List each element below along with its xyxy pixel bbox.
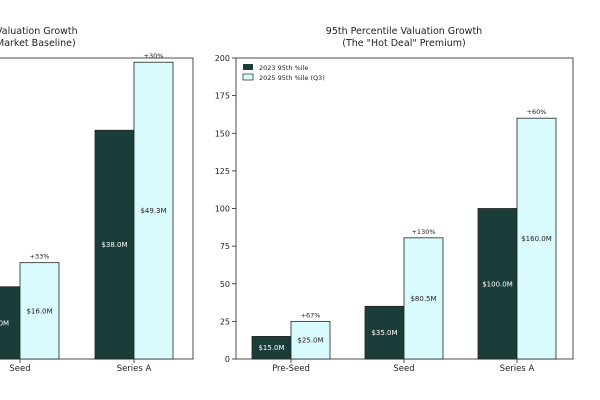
bar-2025 xyxy=(133,61,174,360)
bar-value-label: $49.3M xyxy=(140,207,166,215)
bar-value-label: $25.0M xyxy=(297,337,323,345)
right-chart: 95th Percentile Valuation Growth (The "H… xyxy=(215,26,574,374)
bar-value-label: $16.0M xyxy=(26,307,52,315)
growth-label: +130% xyxy=(411,228,435,236)
left-chart: Valuation Growth Market Baseline) Seed 2.… xyxy=(0,26,194,374)
bar-2025 xyxy=(403,237,444,360)
x-tick-label: Series A xyxy=(117,364,152,374)
y-tick-label: 175 xyxy=(215,92,230,101)
bar-2025 xyxy=(19,262,60,360)
y-tick-label: 50 xyxy=(220,280,230,289)
y-tick-label: 150 xyxy=(215,129,230,138)
left-plot-area: Seed 2.0M $16.0M +33% Series A $38.0M $49.3M +3… xyxy=(0,52,194,374)
legend-swatch-2025 xyxy=(242,73,254,81)
y-tick-label: 75 xyxy=(220,242,230,251)
x-tick-label: Seed xyxy=(9,364,30,374)
bar-value-label: $15.0M xyxy=(258,344,284,352)
bar-value-label: $35.0M xyxy=(371,329,397,337)
bar-value-label: $38.0M xyxy=(101,241,127,249)
bar-2025 xyxy=(290,320,331,360)
right-chart-subtitle: (The "Hot Deal" Premium) xyxy=(342,38,465,49)
growth-label: +33% xyxy=(30,253,50,261)
bar-value-label: $80.5M xyxy=(410,295,436,303)
y-tick-label: 25 xyxy=(220,317,230,326)
bar-2023 xyxy=(477,208,518,360)
bar-value-label: $100.0M xyxy=(482,280,513,288)
right-chart-title: 95th Percentile Valuation Growth xyxy=(326,26,482,37)
bar-value-label: 2.0M xyxy=(0,319,9,327)
growth-label: +30% xyxy=(144,52,164,60)
x-tick-label: Pre-Seed xyxy=(272,364,310,374)
x-tick-label: Seed xyxy=(393,364,414,374)
y-tick-label: 125 xyxy=(215,167,230,176)
bar-2025 xyxy=(516,117,557,360)
y-tick-label: 200 xyxy=(215,54,230,63)
plot-frame xyxy=(0,57,194,360)
bar-value-label: $160.0M xyxy=(521,235,552,243)
left-chart-title: Valuation Growth xyxy=(0,26,78,37)
y-tick-label: 0 xyxy=(225,355,230,364)
right-plot-area: 0 25 50 75 100 125 150 175 200 Pre-Seed $15.0M $25.… xyxy=(215,54,574,374)
bar-2023 xyxy=(364,305,405,360)
growth-label: +60% xyxy=(527,108,547,116)
legend-label-2025: 2025 95th %ile (Q3) xyxy=(259,74,325,82)
legend-swatch-2023 xyxy=(243,64,253,70)
y-tick-label: 100 xyxy=(215,205,230,214)
left-chart-subtitle: Market Baseline) xyxy=(0,38,76,49)
legend: 2023 95th %ile 2025 95th %ile (Q3) xyxy=(242,64,325,82)
legend-label-2023: 2023 95th %ile xyxy=(259,64,308,72)
growth-label: +67% xyxy=(301,311,321,319)
x-tick-label: Series A xyxy=(500,364,535,374)
